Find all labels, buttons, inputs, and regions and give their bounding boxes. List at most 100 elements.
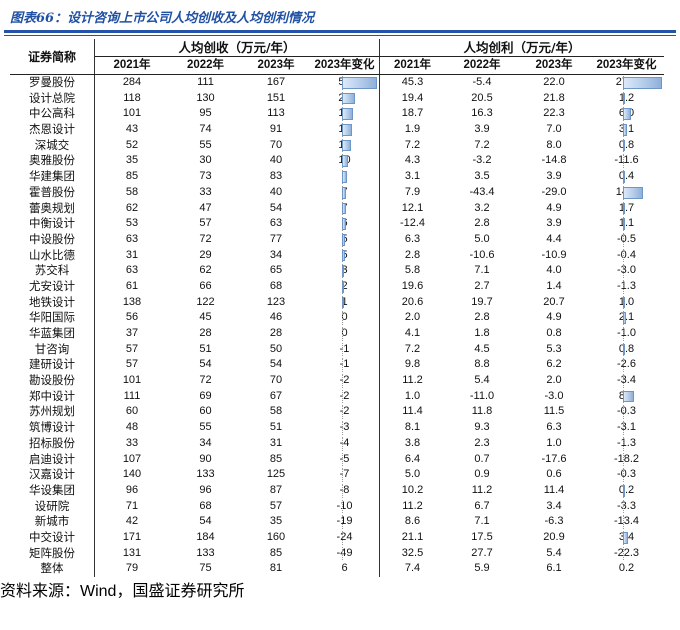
company-name: 华蓝集团: [10, 326, 95, 342]
profit-2023: 1.4: [546, 279, 562, 292]
table-row: 苏交科 63 62 65 3 5.8 7.1 4.0 -3.0: [10, 263, 664, 279]
change-axis-line: [622, 421, 624, 435]
revenue-2021: 96: [125, 483, 139, 496]
revenue-2023: 123: [266, 295, 286, 308]
revenue-change-cell: 6: [310, 216, 379, 232]
profit-change-value: -0.3: [617, 405, 636, 418]
revenue-change-value: -4: [339, 436, 350, 449]
revenue-change-cell: 2: [310, 279, 379, 295]
profit-change-cell: -2.6: [589, 357, 664, 373]
negative-change-bar: [341, 359, 342, 371]
revenue-2022: 51: [199, 342, 212, 355]
company-name: 蕾奥规划: [10, 200, 95, 217]
change-axis-line: [341, 468, 343, 482]
negative-change-bar: [619, 265, 623, 277]
company-name: 杰恩设计: [10, 122, 95, 138]
positive-change-bar: [622, 171, 625, 183]
rule-thin-line: [4, 35, 676, 36]
profit-change-value: -1.3: [617, 436, 636, 449]
change-axis-line: [622, 248, 624, 263]
change-axis-line: [622, 279, 624, 294]
profit-change-cell: -1.3: [589, 279, 664, 295]
revenue-2022: 74: [199, 123, 212, 136]
profit-2023: 4.0: [546, 264, 562, 277]
profit-2022: 11.8: [471, 405, 493, 418]
profit-change-value: -11.6: [614, 154, 639, 167]
summary-label: 整体: [10, 561, 95, 578]
profit-change-value: -3.1: [617, 421, 636, 434]
revenue-2023: 85: [269, 452, 283, 465]
table-row: 设计总院 118 130 151 2119.4 20.5 21.8 1.2: [10, 90, 664, 107]
revenue-2022: 69: [199, 389, 212, 402]
header-prof-2021: 2021年: [379, 57, 445, 74]
negative-change-bar: [619, 422, 623, 434]
negative-change-bar: [621, 281, 623, 293]
company-name: 罗曼股份: [10, 75, 95, 91]
revenue-change-cell: -4: [310, 436, 379, 452]
positive-change-bar: [622, 124, 628, 136]
revenue-2021: 111: [123, 389, 141, 402]
change-axis-line: [622, 264, 624, 278]
data-table: 证券简称 人均创收（万元/年） 人均创利（万元/年） 2021年 2022年 2…: [10, 39, 664, 578]
revenue-2022: 55: [199, 421, 212, 434]
positive-change-bar: [341, 155, 349, 168]
profit-change-cell: 3.4: [589, 530, 664, 546]
profit-2022: 16.3: [471, 107, 493, 120]
profit-2023: -3.0: [544, 389, 564, 402]
positive-change-bar: [622, 484, 625, 497]
revenue-2022: 66: [199, 279, 212, 292]
profit-change-cell: 1.0: [589, 295, 664, 311]
revenue-2023: 85: [269, 546, 283, 559]
profit-2022: -10.6: [469, 248, 495, 261]
table-row: 华设集团 96 96 87 -8 10.2 11.2 11.4 0.2: [10, 482, 664, 499]
negative-change-bar: [622, 250, 623, 262]
change-axis-line: [622, 468, 624, 482]
negative-change-bar: [339, 454, 342, 466]
negative-change-bar: [337, 485, 342, 497]
table-row: 筑博设计 48 55 51 -3 8.1 9.3 6.3 -3.1: [10, 420, 664, 436]
profit-2022: -3.2: [472, 154, 492, 167]
profit-2021: 8.1: [379, 420, 445, 436]
table-row: 中设股份 63 72 77 56.3 5.0 4.4 -0.5: [10, 231, 664, 248]
company-name: 尤安设计: [10, 278, 95, 295]
profit-2023: 5.4: [546, 546, 562, 559]
revenue-change-value: 0: [341, 327, 348, 339]
revenue-change-cell: 18: [310, 106, 379, 122]
profit-change-value: -13.4: [613, 515, 640, 528]
profit-change-cell: -13.4: [589, 514, 664, 530]
profit-change-cell: -1.0: [589, 326, 664, 342]
revenue-2022: 62: [199, 264, 212, 277]
company-name: 郑中设计: [10, 388, 95, 405]
profit-2022: 0.7: [474, 452, 490, 465]
profit-2022: 3.5: [474, 170, 490, 183]
positive-change-bar: [622, 531, 628, 544]
summary-prof-change: 0.2: [618, 562, 635, 575]
revenue-change-cell: 17: [310, 122, 379, 138]
revenue-2021: 60: [125, 405, 139, 418]
profit-2022: 19.7: [471, 295, 493, 308]
profit-change-value: -3.3: [617, 499, 636, 512]
revenue-change-cell: 7: [310, 201, 379, 217]
company-name: 筑博设计: [10, 420, 95, 436]
profit-2021: -12.4: [379, 216, 445, 232]
profit-change-cell: 14.4: [589, 185, 664, 201]
table-row: 中公高科 101 95 113 1818.7 16.3 22.3 6.0: [10, 106, 664, 123]
profit-2022: 17.5: [471, 530, 493, 543]
positive-change-bar: [622, 202, 626, 215]
profit-change-value: 0.4: [618, 170, 635, 183]
header-rev-2021: 2021年: [113, 59, 151, 71]
table-row: 杰恩设计 43 74 91 171.9 3.9 7.0 3.1: [10, 122, 664, 138]
revenue-2023: 57: [269, 499, 283, 512]
profit-2023: 3.9: [546, 170, 562, 183]
revenue-2023: 68: [269, 279, 283, 292]
positive-change-bar: [341, 124, 353, 136]
summary-prof-2023: 6.1: [546, 562, 562, 575]
change-axis-line: [341, 421, 343, 435]
revenue-2021: 33: [125, 436, 139, 449]
profit-change-value: 0.8: [618, 138, 635, 151]
revenue-2021: 138: [122, 295, 142, 308]
positive-change-bar: [622, 92, 625, 105]
revenue-2023: 51: [269, 421, 283, 434]
table-row: 中交设计 171 184 160 -24 21.1 17.5 20.9 3.4: [10, 529, 664, 546]
revenue-2023: 77: [269, 232, 283, 245]
